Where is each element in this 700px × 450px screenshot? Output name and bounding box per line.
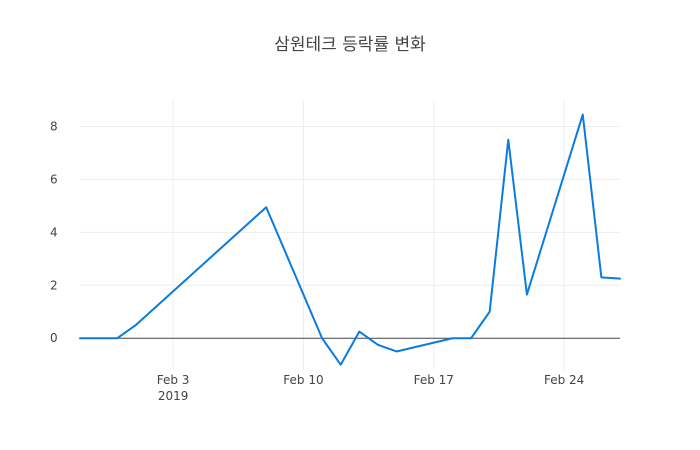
x-tick-label: Feb 3 xyxy=(157,373,190,387)
y-tick-label: 4 xyxy=(50,225,58,239)
grid-layer xyxy=(80,100,620,370)
series-line xyxy=(79,113,621,366)
y-tick-label: 8 xyxy=(50,119,58,133)
y-tick-label: 0 xyxy=(50,331,58,345)
y-tick-label: 2 xyxy=(50,278,58,292)
axis-layer: 0 2 4 6 8 Feb 3 2019 Feb 10 Feb 17 Feb 24 xyxy=(50,119,620,403)
x-tick-label: Feb 10 xyxy=(283,373,323,387)
y-tick-label: 6 xyxy=(50,172,58,186)
series-layer xyxy=(79,113,621,366)
x-tick-year-label: 2019 xyxy=(158,389,189,403)
chart-title: 삼원테크 등락률 변화 xyxy=(274,35,426,55)
x-tick-label: Feb 24 xyxy=(544,373,584,387)
x-tick-label: Feb 17 xyxy=(414,373,454,387)
